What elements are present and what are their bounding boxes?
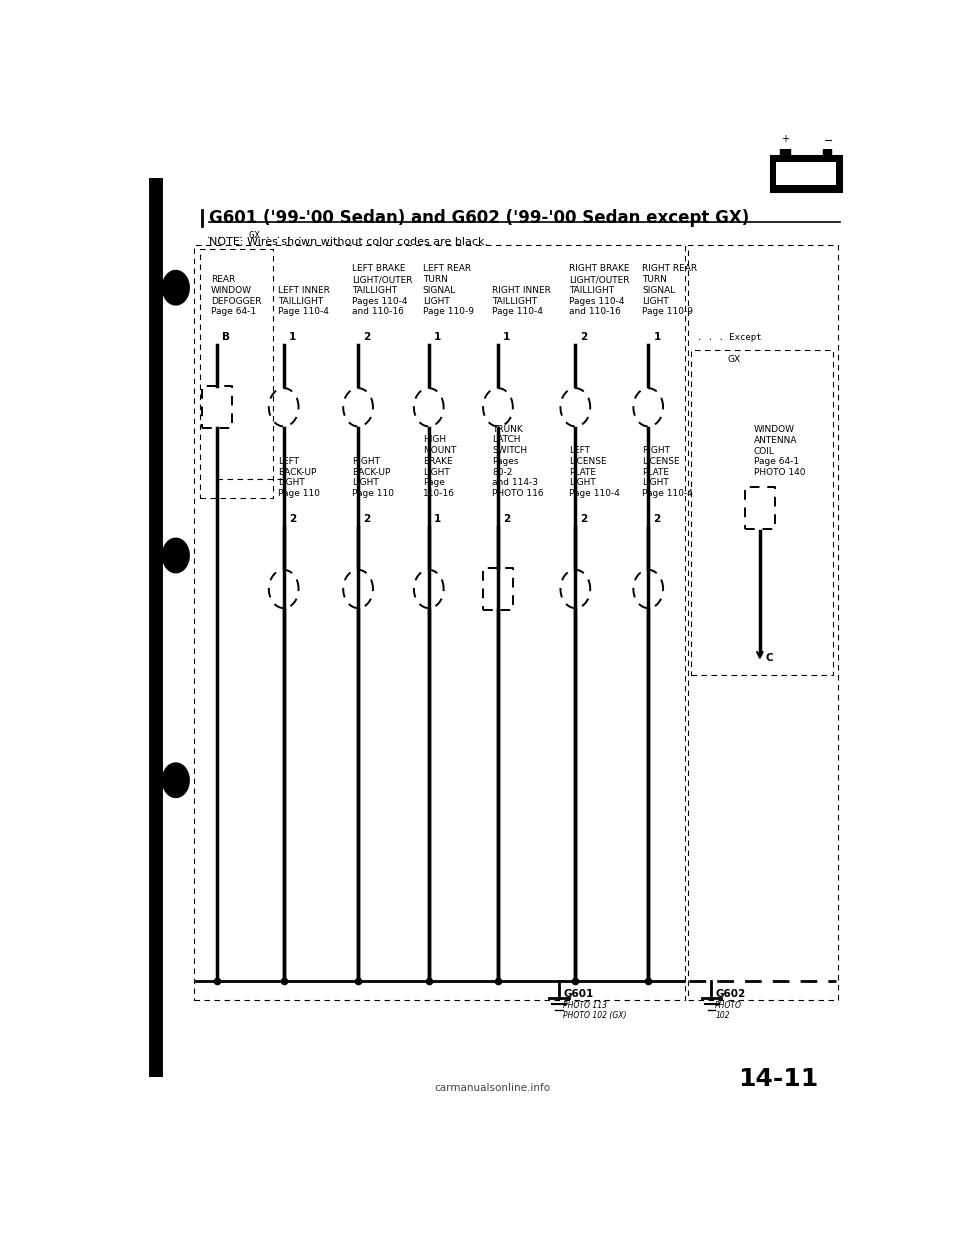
Text: WINDOW
ANTENNA
COIL
Page 64-1
PHOTO 140: WINDOW ANTENNA COIL Page 64-1 PHOTO 140 (754, 425, 805, 477)
Text: NOTE: Wires shown without color codes are black.: NOTE: Wires shown without color codes ar… (209, 237, 489, 247)
Text: TRUNK
LATCH
SWITCH
Pages
80-2
and 114-3
PHOTO 116: TRUNK LATCH SWITCH Pages 80-2 and 114-3 … (492, 425, 543, 498)
Text: RIGHT
LICENSE
PLATE
LIGHT
Page 110-4: RIGHT LICENSE PLATE LIGHT Page 110-4 (642, 446, 693, 498)
Text: . . . Except: . . . Except (697, 333, 762, 343)
Text: 2: 2 (363, 332, 371, 343)
Text: 1: 1 (654, 332, 660, 343)
Text: B: B (222, 332, 230, 343)
Bar (771, 155, 842, 193)
Text: REAR
WINDOW
DEFOGGER
Page 64-1: REAR WINDOW DEFOGGER Page 64-1 (211, 276, 261, 317)
Text: C: C (766, 653, 774, 663)
Text: 1: 1 (503, 332, 511, 343)
Text: 2: 2 (363, 514, 371, 524)
Bar (777, 163, 836, 185)
Polygon shape (162, 271, 189, 306)
Text: HIGH
MOUNT
BRAKE
LIGHT
Page
110-16: HIGH MOUNT BRAKE LIGHT Page 110-16 (422, 436, 456, 498)
Polygon shape (162, 538, 189, 573)
Text: 2: 2 (581, 514, 588, 524)
Text: LEFT BRAKE
LIGHT/OUTER
TAILLIGHT
Pages 110-4
and 110-16: LEFT BRAKE LIGHT/OUTER TAILLIGHT Pages 1… (352, 265, 413, 317)
Text: 1: 1 (434, 332, 442, 343)
Text: 14-11: 14-11 (738, 1067, 819, 1090)
Bar (780, 147, 789, 155)
Text: RIGHT
BACK-UP
LIGHT
Page 110: RIGHT BACK-UP LIGHT Page 110 (352, 457, 395, 498)
Text: RIGHT REAR
TURN
SIGNAL
LIGHT
Page 110-9: RIGHT REAR TURN SIGNAL LIGHT Page 110-9 (642, 265, 697, 317)
Text: 102: 102 (715, 1011, 730, 1020)
Text: PHOTO: PHOTO (715, 1001, 742, 1010)
Text: G601: G601 (564, 989, 593, 999)
Text: GX: GX (727, 355, 740, 364)
Text: PHOTO 102 (GX): PHOTO 102 (GX) (564, 1011, 627, 1020)
Text: −: − (824, 137, 833, 147)
Text: G602: G602 (715, 989, 746, 999)
Text: 1: 1 (434, 514, 442, 524)
Text: . . . . GX . . . .: . . . . GX . . . . (206, 231, 303, 240)
Text: LEFT
BACK-UP
LIGHT
Page 110: LEFT BACK-UP LIGHT Page 110 (277, 457, 320, 498)
Polygon shape (162, 763, 189, 797)
Text: G601 ('99-'00 Sedan) and G602 ('99-'00 Sedan except GX): G601 ('99-'00 Sedan) and G602 ('99-'00 S… (209, 209, 750, 227)
Text: 1: 1 (289, 332, 296, 343)
Text: RIGHT BRAKE
LIGHT/OUTER
TAILLIGHT
Pages 110-4
and 110-16: RIGHT BRAKE LIGHT/OUTER TAILLIGHT Pages … (569, 265, 630, 317)
Text: LEFT
LICENSE
PLATE
LIGHT
Page 110-4: LEFT LICENSE PLATE LIGHT Page 110-4 (569, 446, 620, 498)
Text: carmanualsonline.info: carmanualsonline.info (434, 1083, 550, 1093)
Text: LEFT INNER
TAILLIGHT
Page 110-4: LEFT INNER TAILLIGHT Page 110-4 (277, 286, 329, 317)
Text: +: + (781, 134, 789, 144)
Text: 2: 2 (581, 332, 588, 343)
Text: PHOTO 113: PHOTO 113 (564, 1001, 608, 1010)
Bar (823, 149, 830, 155)
Text: LEFT REAR
TURN
SIGNAL
LIGHT
Page 110-9: LEFT REAR TURN SIGNAL LIGHT Page 110-9 (422, 265, 474, 317)
Text: 2: 2 (289, 514, 296, 524)
Text: 2: 2 (654, 514, 660, 524)
Text: 2: 2 (503, 514, 511, 524)
Text: RIGHT INNER
TAILLIGHT
Page 110-4: RIGHT INNER TAILLIGHT Page 110-4 (492, 286, 551, 317)
